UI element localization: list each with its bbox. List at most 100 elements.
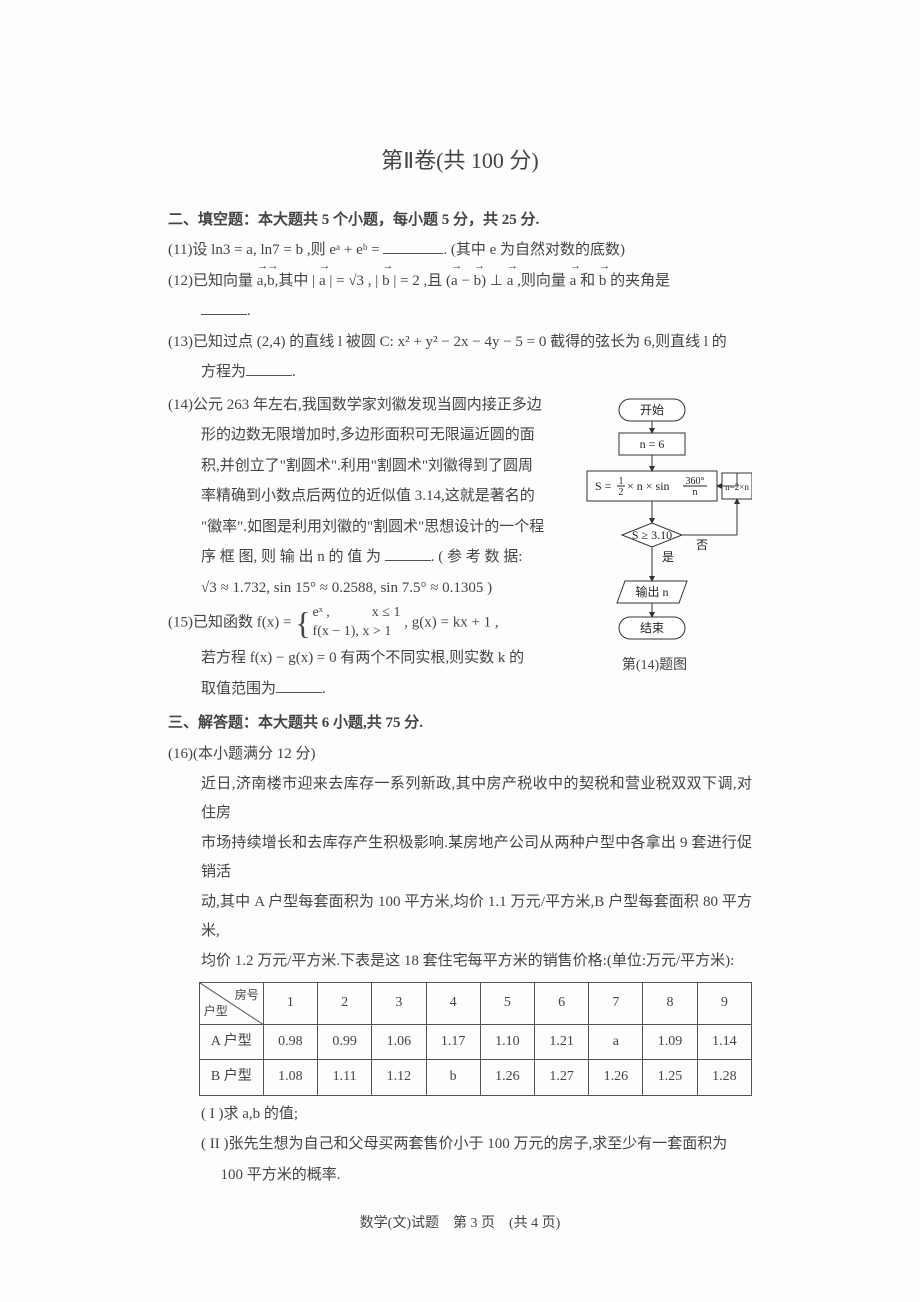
cell-b-4: 1.26 [480, 1060, 534, 1096]
q13-line2: 方程为. [168, 358, 752, 387]
q12-blank [201, 300, 247, 315]
q14-blank [385, 546, 431, 561]
q14-l6b: . ( 参 考 数 据: [431, 549, 523, 565]
q16-p2: 市场持续增长和去库存产生积极影响.某房地产公司从两种户型中各拿出 9 套进行促销… [168, 829, 752, 886]
vec-b2: b [382, 267, 390, 296]
q15-case1: eˣ , x ≤ 1 [313, 604, 401, 623]
svg-text:是: 是 [662, 550, 674, 564]
col-7: 7 [589, 982, 643, 1024]
cell-b-6: 1.26 [589, 1060, 643, 1096]
brace-icon: { [295, 607, 310, 639]
q12-t3: | = √3 , | [326, 273, 382, 289]
q12-t1: (12)已知向量 [168, 273, 257, 289]
q13-blank [246, 361, 292, 376]
q16-p4: 均价 1.2 万元/平方米.下表是这 18 套住宅每平方米的销售价格:(单位:万… [168, 947, 752, 976]
vec-a5: a [570, 267, 577, 296]
q13-l2a: 方程为 [201, 364, 246, 380]
vec-a3: a [451, 267, 458, 296]
q14-l2: 形的边数无限增加时,多边形面积可无限逼近圆的面 [168, 421, 551, 450]
svg-text:S =: S = [595, 479, 612, 493]
q16-sub2a: ( II )张先生想为自己和父母买两套售价小于 100 万元的房子,求至少有一套… [168, 1130, 752, 1159]
q12: (12)已知向量 a,b,其中 | a | = √3 , | b | = 2 ,… [168, 267, 752, 296]
q12-t6: ) ⊥ [481, 273, 507, 289]
q15-case2: f(x − 1), x > 1 [313, 623, 401, 642]
q15-l3a: 取值范围为 [201, 681, 276, 697]
price-table: 房号 户型 123456789 A 户型 0.980.991.061.171.1… [199, 982, 752, 1096]
table-row-b: B 户型 1.081.111.12b1.261.271.261.251.28 [199, 1060, 751, 1096]
cell-a-8: 1.14 [697, 1024, 751, 1060]
col-3: 3 [372, 982, 426, 1024]
flowchart-caption: 第(14)题图 [557, 653, 752, 680]
col-6: 6 [534, 982, 588, 1024]
q12-line2: . [168, 297, 752, 326]
diag-bottom: 户型 [204, 1000, 228, 1023]
col-1: 1 [263, 982, 317, 1024]
svg-text:输出 n: 输出 n [635, 584, 668, 599]
q12-t2: ,其中 | [275, 273, 319, 289]
cell-b-2: 1.12 [372, 1060, 426, 1096]
flowchart: 开始n = 6S = 12× n × sin360°nn=2×nS ≥ 3.10… [557, 395, 752, 680]
diag-top: 房号 [235, 984, 259, 1007]
cell-a-0: 0.98 [263, 1024, 317, 1060]
col-8: 8 [643, 982, 697, 1024]
svg-text:2: 2 [619, 487, 624, 498]
part-title: 第Ⅱ卷(共 100 分) [168, 140, 752, 182]
col-2: 2 [318, 982, 372, 1024]
q15-blank [276, 678, 322, 693]
q14-l5: "徽率".如图是利用刘徽的"割圆术"思想设计的一个程 [168, 513, 551, 542]
cell-a-5: 1.21 [534, 1024, 588, 1060]
q15-piecewise: { eˣ , x ≤ 1 f(x − 1), x > 1 [295, 604, 400, 642]
q12-t8: 和 [576, 273, 599, 289]
q14-l1: (14)公元 263 年左右,我国数学家刘徽发现当圆内接正多边 [168, 391, 551, 420]
q12-t7: ,则向量 [513, 273, 569, 289]
q12-t4: | = 2 ,且 ( [390, 273, 451, 289]
cell-a-6: a [589, 1024, 643, 1060]
svg-text:否: 否 [696, 538, 708, 552]
table-header-row: 房号 户型 123456789 [199, 982, 751, 1024]
cell-a-2: 1.06 [372, 1024, 426, 1060]
section-3-heading: 三、解答题：本大题共 6 小题,共 75 分. [168, 709, 752, 738]
q14-row: (14)公元 263 年左右,我国数学家刘徽发现当圆内接正多边 形的边数无限增加… [168, 389, 752, 705]
q15-l3b: . [322, 681, 326, 697]
page-footer: 数学(文)试题 第 3 页 (共 4 页) [168, 1211, 752, 1238]
svg-text:S ≥ 3.10: S ≥ 3.10 [632, 528, 672, 542]
q15-l1: (15)已知函数 f(x) = { eˣ , x ≤ 1 f(x − 1), x… [168, 604, 551, 642]
q14-l6a: 序 框 图, 则 输 出 n 的 值 为 [201, 549, 385, 565]
table-row-a: A 户型 0.980.991.061.171.101.21a1.091.14 [199, 1024, 751, 1060]
vec-b3: b [474, 267, 482, 296]
col-9: 9 [697, 982, 751, 1024]
q14-l4: 率精确到小数点后两位的近似值 3.14,这就是著名的 [168, 482, 551, 511]
cell-a-1: 0.99 [318, 1024, 372, 1060]
q13-l2b: . [292, 364, 296, 380]
q14-l7: √3 ≈ 1.732, sin 15° ≈ 0.2588, sin 7.5° ≈… [168, 574, 551, 603]
q16-sub2b: 100 平方米的概率. [168, 1161, 752, 1190]
svg-text:n: n [693, 487, 698, 498]
q16-sub1: ( I )求 a,b 的值; [168, 1100, 752, 1129]
cell-b-5: 1.27 [534, 1060, 588, 1096]
cell-b-8: 1.28 [697, 1060, 751, 1096]
cell-b-3: b [426, 1060, 480, 1096]
cell-b-0: 1.08 [263, 1060, 317, 1096]
svg-text:1: 1 [619, 476, 624, 487]
section-2-heading: 二、填空题：本大题共 5 个小题，每小题 5 分，共 25 分. [168, 206, 752, 235]
q12-post: . [247, 303, 251, 319]
svg-text:开始: 开始 [640, 403, 664, 417]
vec-b: b [267, 267, 275, 296]
q15-pre: (15)已知函数 f(x) = [168, 615, 295, 631]
svg-text:× n × sin: × n × sin [627, 479, 670, 493]
q16-head: (16)(本小题满分 12 分) [168, 740, 752, 769]
col-4: 4 [426, 982, 480, 1024]
cell-b-1: 1.11 [318, 1060, 372, 1096]
cell-a-7: 1.09 [643, 1024, 697, 1060]
q16-p3: 动,其中 A 户型每套面积为 100 平方米,均价 1.1 万元/平方米,B 户… [168, 888, 752, 945]
q12-t9: 的夹角是 [606, 273, 670, 289]
q11-pre: (11)设 ln3 = a, ln7 = b ,则 eᵃ + eᵇ = [168, 242, 383, 258]
q12-t5: − [458, 273, 474, 289]
vec-a2: a [319, 267, 326, 296]
q14-l3: 积,并创立了"割圆术".利用"割圆术"刘徽得到了圆周 [168, 452, 551, 481]
cell-a-4: 1.10 [480, 1024, 534, 1060]
col-5: 5 [480, 982, 534, 1024]
q11-post: . (其中 e 为自然对数的底数) [443, 242, 625, 258]
q14-l6: 序 框 图, 则 输 出 n 的 值 为 . ( 参 考 数 据: [168, 543, 551, 572]
cell-b-7: 1.25 [643, 1060, 697, 1096]
